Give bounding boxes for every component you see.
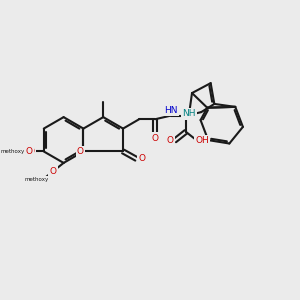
Text: O: O bbox=[167, 136, 174, 145]
Text: O: O bbox=[28, 147, 35, 156]
Text: O: O bbox=[77, 147, 84, 156]
Text: O: O bbox=[152, 134, 159, 143]
Text: NH: NH bbox=[182, 110, 196, 118]
Text: O: O bbox=[138, 154, 145, 163]
Text: OH: OH bbox=[195, 136, 209, 145]
Text: methoxy: methoxy bbox=[25, 177, 49, 182]
Text: methoxy: methoxy bbox=[1, 149, 25, 154]
Text: O: O bbox=[50, 167, 57, 176]
Text: O: O bbox=[50, 167, 57, 176]
Text: O: O bbox=[26, 147, 33, 156]
Text: HN: HN bbox=[164, 106, 177, 115]
